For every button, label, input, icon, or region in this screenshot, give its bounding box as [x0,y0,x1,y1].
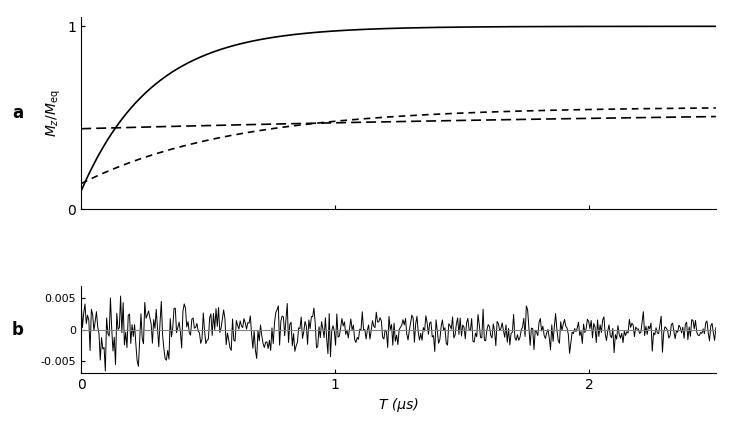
Text: b: b [12,320,24,338]
X-axis label: T (µs): T (µs) [379,398,418,412]
Y-axis label: $M_z/M_{\rm eq}$: $M_z/M_{\rm eq}$ [45,90,63,137]
Text: a: a [12,104,24,122]
